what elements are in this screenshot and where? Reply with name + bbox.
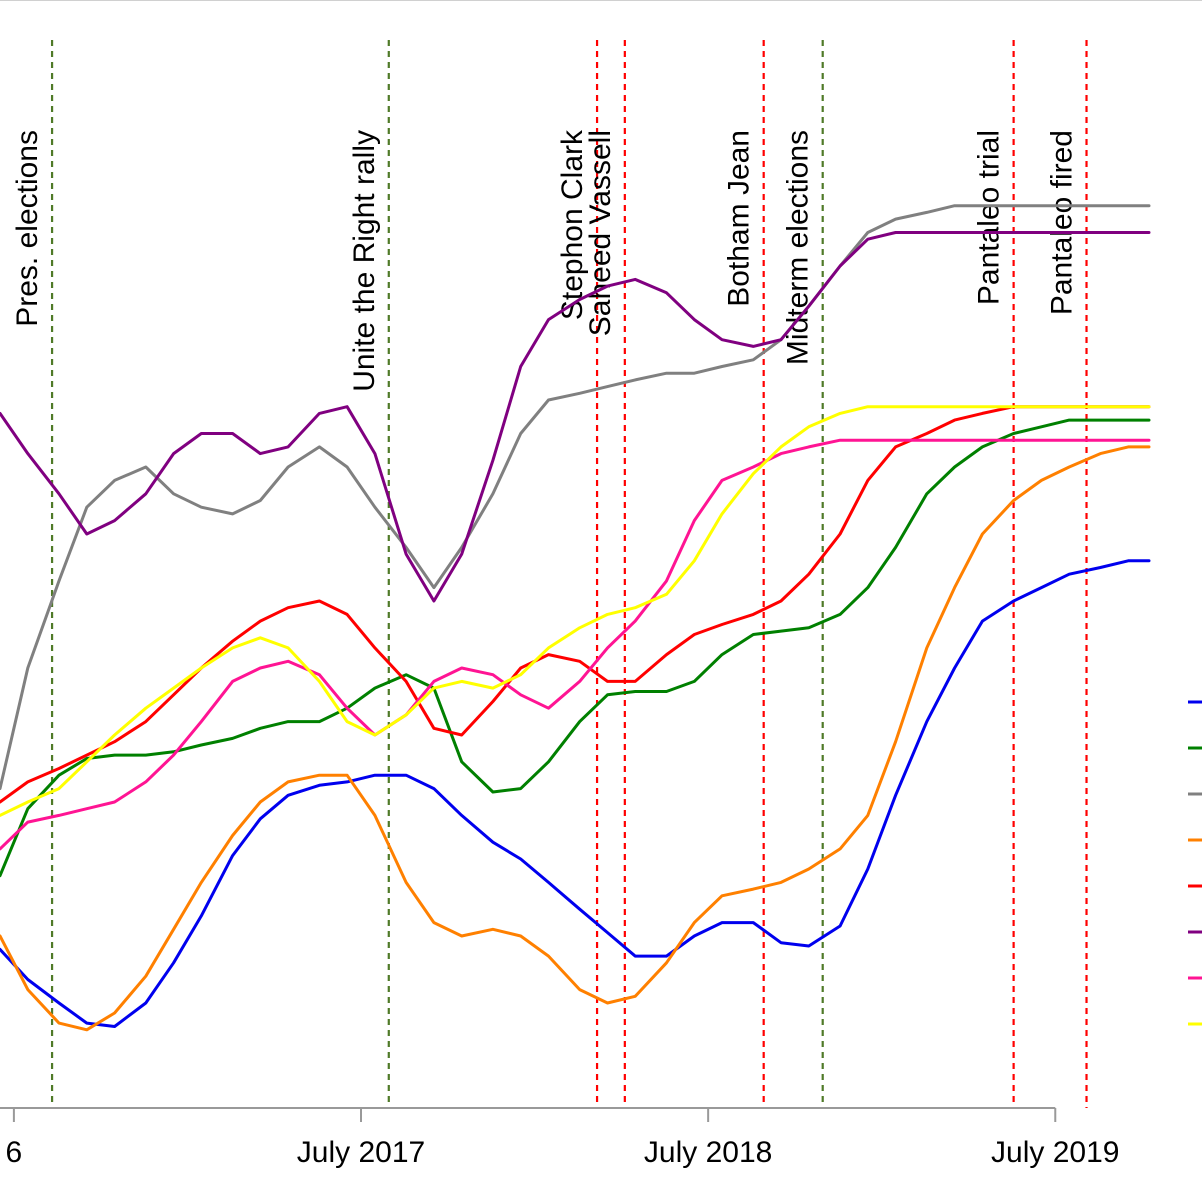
series-line-yellow: [0, 405, 1151, 817]
series-line-orange: [0, 445, 1151, 1032]
legend: [1188, 700, 1202, 1026]
series-line-pink: [0, 438, 1151, 851]
x-tick-label: July 2019: [991, 1136, 1119, 1169]
x-tick-label: July 2018: [644, 1136, 772, 1169]
event-label: Saheed Vassell: [584, 130, 617, 336]
x-axis: 6 July 2017 July 2018 July 2019: [0, 1107, 1119, 1169]
event-label: Pres. elections: [11, 130, 44, 327]
event-label: Stephon Clark: [556, 129, 589, 320]
event-label: Unite the Right rally: [348, 130, 381, 392]
series-line-purple: [0, 231, 1151, 603]
series-line-blue: [0, 559, 1151, 1028]
event-markers: Pres. elections Unite the Right rally Step…: [11, 40, 1088, 1108]
event-label: Botham Jean: [723, 130, 756, 307]
event-label: Midterm elections: [782, 130, 815, 365]
event-label: Pantaleo fired: [1046, 130, 1079, 315]
x-tick-label: 6: [6, 1136, 23, 1169]
x-tick-label: July 2017: [297, 1136, 425, 1169]
series-line-gray: [0, 204, 1151, 791]
event-label: Pantaleo trial: [973, 130, 1006, 305]
series-lines: [0, 204, 1151, 1032]
series-line-green: [0, 418, 1151, 878]
series-line-red: [0, 405, 1151, 804]
